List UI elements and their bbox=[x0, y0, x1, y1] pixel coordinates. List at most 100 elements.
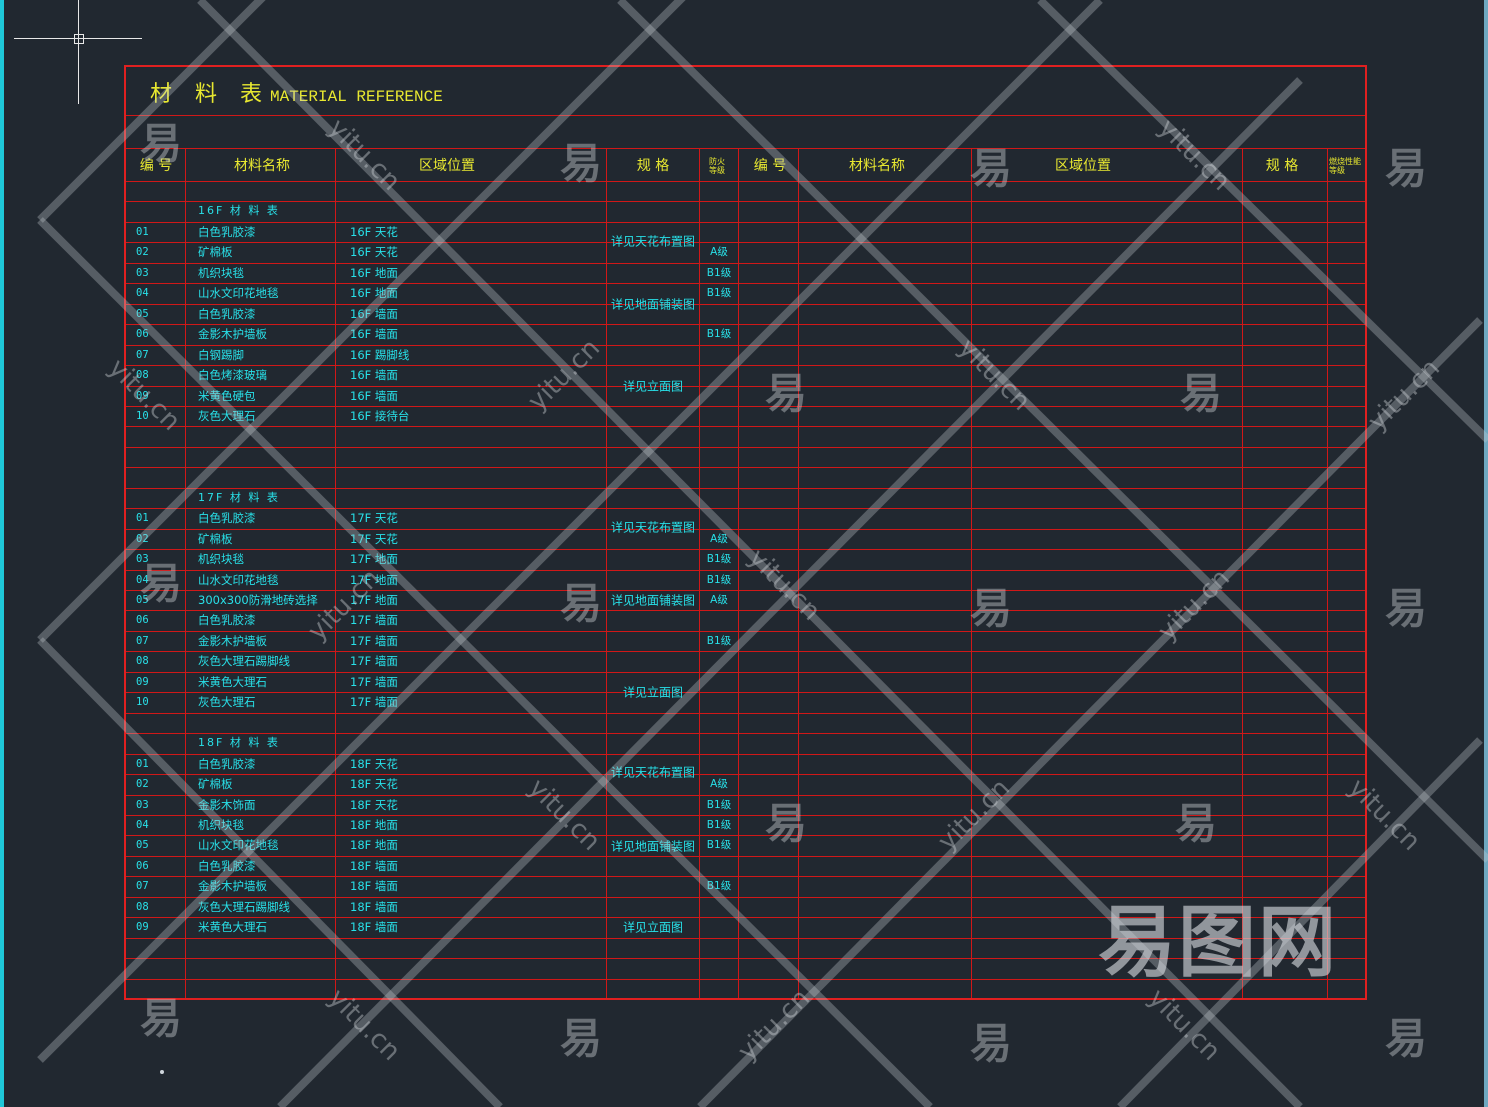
row-line bbox=[125, 426, 1366, 427]
row-material-name: 白色乳胶漆 bbox=[198, 306, 256, 321]
row-line bbox=[125, 467, 1366, 468]
row-line bbox=[125, 610, 1366, 611]
row-number: 08 bbox=[136, 655, 149, 668]
row-number: 10 bbox=[136, 409, 149, 422]
header-no2: 编 号 bbox=[753, 158, 787, 174]
row-area: 16F 墙面 bbox=[350, 388, 398, 403]
watermark-text: yitu.cn bbox=[1362, 353, 1446, 437]
section-heading: 18F 材 料 表 bbox=[198, 736, 280, 750]
row-number: 03 bbox=[136, 553, 149, 566]
row-line bbox=[125, 508, 1366, 509]
column-line bbox=[798, 148, 799, 999]
row-line bbox=[125, 979, 1366, 980]
spec-note: 详见立面图 bbox=[622, 379, 684, 393]
row-line bbox=[125, 488, 1366, 489]
row-area: 16F 接待台 bbox=[350, 408, 410, 423]
row-number: 04 bbox=[136, 818, 149, 831]
row-material-name: 米黄色大理石 bbox=[198, 674, 267, 689]
viewport-left-edge bbox=[0, 0, 4, 1107]
row-fire-grade: B1级 bbox=[706, 266, 732, 279]
row-material-name: 米黄色大理石 bbox=[198, 920, 267, 935]
row-line bbox=[125, 181, 1366, 182]
row-line bbox=[125, 938, 1366, 939]
row-area: 17F 地面 bbox=[350, 572, 398, 587]
row-area: 18F 墙面 bbox=[350, 858, 398, 873]
header-name: 材料名称 bbox=[234, 158, 290, 174]
row-number: 07 bbox=[136, 348, 149, 361]
row-number: 09 bbox=[136, 389, 149, 402]
row-line bbox=[125, 406, 1366, 407]
column-line bbox=[185, 148, 186, 999]
row-material-name: 灰色大理石踢脚线 bbox=[198, 899, 290, 914]
row-material-name: 白色乳胶漆 bbox=[198, 613, 256, 628]
row-line bbox=[125, 733, 1366, 734]
row-number: 04 bbox=[136, 573, 149, 586]
column-line bbox=[971, 148, 972, 999]
row-material-name: 金影木饰面 bbox=[198, 797, 256, 812]
row-line bbox=[125, 856, 1366, 857]
row-line bbox=[125, 201, 1366, 202]
row-material-name: 300x300防滑地砖选择 bbox=[198, 593, 318, 607]
row-area: 17F 墙面 bbox=[350, 613, 398, 628]
row-material-name: 白色烤漆玻璃 bbox=[198, 368, 267, 383]
row-material-name: 山水文印花地毯 bbox=[198, 572, 279, 587]
row-material-name: 白色乳胶漆 bbox=[198, 756, 256, 771]
row-area: 17F 天花 bbox=[350, 511, 398, 526]
header-burn: 燃烧性能等级 bbox=[1329, 157, 1361, 175]
row-number: 07 bbox=[136, 634, 149, 647]
row-number: 04 bbox=[136, 287, 149, 300]
spec-note: 详见地面铺装图 bbox=[610, 839, 696, 854]
row-material-name: 机织块毯 bbox=[198, 552, 244, 567]
column-line bbox=[738, 148, 739, 999]
header-area2: 区域位置 bbox=[1055, 158, 1111, 174]
row-area: 17F 地面 bbox=[350, 552, 398, 567]
header-name2: 材料名称 bbox=[849, 158, 905, 174]
row-area: 18F 天花 bbox=[350, 756, 398, 771]
header-spec: 规 格 bbox=[636, 158, 670, 174]
watermark-glyph: 易 bbox=[1385, 144, 1428, 193]
row-area: 17F 天花 bbox=[350, 531, 398, 546]
spec-note: 详见天花布置图 bbox=[610, 234, 696, 249]
spec-note: 详见天花布置图 bbox=[610, 765, 696, 780]
watermark-glyph: 易 bbox=[560, 1014, 603, 1063]
row-line bbox=[125, 672, 1366, 673]
row-fire-grade: B1级 bbox=[706, 573, 732, 586]
row-fire-grade: A级 bbox=[710, 594, 728, 606]
row-number: 10 bbox=[136, 696, 149, 709]
row-area: 18F 墙面 bbox=[350, 899, 398, 914]
row-material-name: 灰色大理石踢脚线 bbox=[198, 654, 290, 669]
row-number: 01 bbox=[136, 757, 149, 770]
column-line bbox=[699, 148, 700, 999]
row-number: 03 bbox=[136, 798, 149, 811]
row-material-name: 金影木护墙板 bbox=[198, 633, 267, 648]
cursor-crosshair-vertical bbox=[78, 0, 79, 104]
spec-note: 详见天花布置图 bbox=[610, 520, 696, 535]
row-line bbox=[125, 754, 1366, 755]
column-line bbox=[1242, 148, 1243, 999]
row-number: 06 bbox=[136, 614, 149, 627]
cursor-pickbox bbox=[74, 34, 84, 44]
row-area: 16F 天花 bbox=[350, 224, 398, 239]
row-area: 16F 天花 bbox=[350, 245, 398, 260]
row-number: 02 bbox=[136, 246, 149, 259]
row-number: 08 bbox=[136, 900, 149, 913]
table-frame[interactable] bbox=[124, 65, 1367, 1000]
row-material-name: 机织块毯 bbox=[198, 817, 244, 832]
title-separator-line bbox=[125, 115, 1366, 116]
row-area: 16F 墙面 bbox=[350, 368, 398, 383]
row-line bbox=[125, 242, 1366, 243]
row-number: 03 bbox=[136, 266, 149, 279]
row-number: 06 bbox=[136, 328, 149, 341]
title-english: MATERIAL REFERENCE bbox=[270, 88, 443, 106]
row-area: 18F 天花 bbox=[350, 777, 398, 792]
row-fire-grade: B1级 bbox=[706, 553, 732, 566]
row-area: 16F 地面 bbox=[350, 265, 398, 280]
row-area: 16F 墙面 bbox=[350, 306, 398, 321]
header-fire: 防火等级 bbox=[709, 157, 725, 175]
row-material-name: 白钢踢脚 bbox=[198, 347, 244, 362]
row-number: 07 bbox=[136, 880, 149, 893]
row-number: 02 bbox=[136, 778, 149, 791]
row-fire-grade: B1级 bbox=[706, 287, 732, 300]
header-no: 编 号 bbox=[139, 158, 173, 174]
row-line bbox=[125, 570, 1366, 571]
